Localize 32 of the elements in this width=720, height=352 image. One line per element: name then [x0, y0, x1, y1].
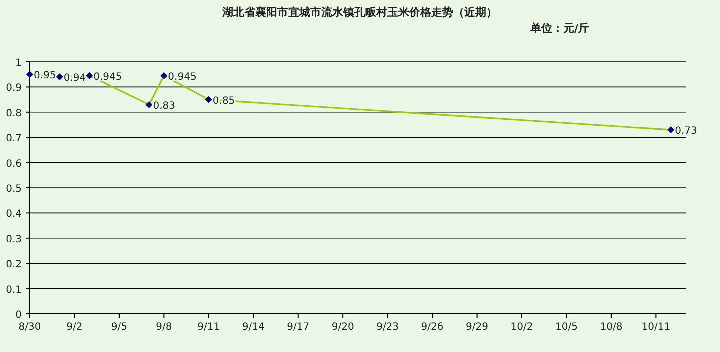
data-label: 0.945	[94, 72, 122, 83]
y-tick-label: 0.4	[6, 209, 22, 220]
data-label: 0.73	[675, 126, 698, 138]
data-label: 0.945	[168, 72, 197, 83]
y-tick-label: 0.2	[6, 260, 22, 271]
y-tick-label: 0.5	[6, 184, 22, 195]
y-tick-label: 0.1	[6, 284, 22, 296]
x-tick-label: 9/5	[111, 322, 128, 333]
x-tick-label: 10/11	[642, 322, 671, 333]
y-tick-label: 0.6	[6, 158, 22, 170]
x-tick-label: 8/30	[18, 322, 42, 333]
x-tick-label: 9/23	[376, 322, 400, 333]
x-tick-label: 9/20	[332, 322, 354, 333]
y-tick-label: 0.3	[6, 234, 22, 246]
y-tick-label: 0.7	[6, 134, 22, 145]
x-tick-label: 10/5	[555, 322, 578, 333]
chart-subtitle: 单位：元/斤	[529, 22, 590, 35]
y-tick-label: 0.9	[6, 83, 22, 94]
x-tick-label: 9/8	[156, 322, 172, 333]
x-tick-label: 9/11	[198, 322, 220, 333]
x-tick-label: 9/26	[421, 322, 444, 333]
y-tick-label: 1	[16, 58, 22, 69]
x-tick-label: 9/29	[466, 322, 489, 333]
y-tick-label: 0	[16, 310, 22, 321]
x-tick-label: 10/8	[600, 322, 623, 333]
x-tick-label: 9/14	[242, 322, 265, 333]
data-label: 0.83	[153, 100, 176, 112]
chart-title: 湖北省襄阳市宜城市流水镇孔畈村玉米价格走势（近期）	[222, 6, 498, 19]
x-tick-label: 10/2	[510, 322, 534, 333]
x-tick-label: 9/17	[287, 322, 310, 333]
y-tick-label: 0.8	[6, 108, 22, 120]
x-tick-label: 9/2	[66, 322, 83, 333]
